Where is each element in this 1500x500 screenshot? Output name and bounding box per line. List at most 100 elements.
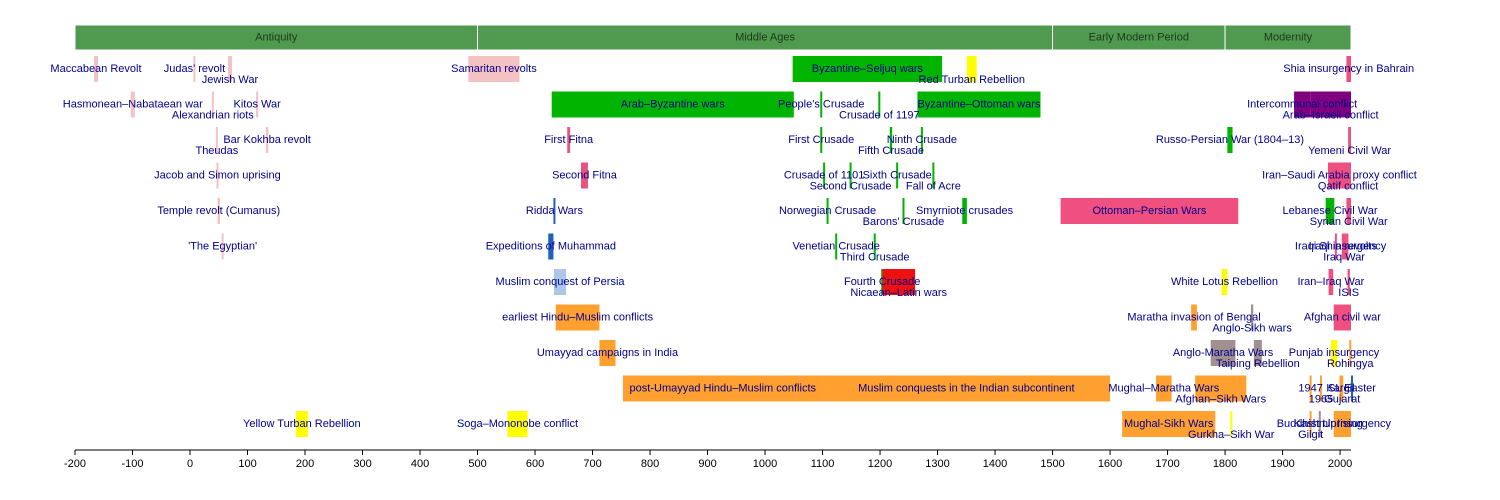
event-bar (1195, 375, 1247, 402)
event-bar (1349, 340, 1352, 366)
event-label: Barons' Crusade (863, 216, 945, 228)
event-bar (216, 162, 219, 189)
event-bar (215, 127, 218, 153)
event-label: Arab–Byzantine wars (621, 98, 725, 110)
event-bar (1341, 233, 1347, 260)
x-tick-label: -200 (64, 458, 86, 470)
event-label: Qatif conflict (1318, 180, 1379, 192)
event-bar (822, 375, 1111, 402)
event-bar (835, 233, 838, 260)
event-bar (1230, 411, 1233, 437)
event-bar (1351, 375, 1353, 402)
era-band (1052, 24, 1226, 51)
event-label: Fifth Crusade (858, 145, 924, 157)
event-label: Mughal–Maratha Wars (1108, 382, 1219, 394)
event-bar (1227, 127, 1233, 153)
event-label: First Fitna (544, 134, 594, 146)
event-bar (792, 56, 943, 82)
event-label: Norwegian Crusade (779, 205, 876, 217)
event-bar (881, 269, 884, 295)
event-bar (623, 375, 823, 402)
event-label: Anglo-Maratha Wars (1173, 347, 1274, 359)
event-bar (932, 162, 935, 189)
event-bar (555, 304, 600, 331)
event-bar (1122, 411, 1216, 437)
event-label: Expeditions of Muhammad (486, 240, 616, 252)
event-bar (211, 91, 214, 118)
event-bar (1060, 198, 1239, 224)
event-label: Muslim conquests in the Indian subcontin… (858, 382, 1074, 394)
event-bar (548, 233, 554, 260)
x-tick-label: 200 (296, 458, 314, 470)
event-bar (1294, 91, 1311, 118)
event-label: Taiping Rebellion (1216, 358, 1300, 370)
x-tick-label: -100 (121, 458, 143, 470)
event-label: 1947 (1298, 382, 1322, 394)
event-label: Lebanese Civil War (1283, 205, 1378, 217)
event-label: Shia insurgency in Bahrain (1283, 63, 1414, 75)
event-bar (130, 91, 135, 118)
event-label: Kashmir Insurgency (1294, 418, 1392, 430)
event-bar (1191, 304, 1197, 331)
event-bar (1253, 340, 1262, 366)
x-tick-label: 1800 (1213, 458, 1237, 470)
event-bar (93, 56, 99, 82)
event-bar (823, 162, 826, 189)
event-bar (920, 127, 923, 153)
event-label: Kargil (1326, 382, 1354, 394)
event-label: Byzantine–Seljuq wars (812, 63, 924, 75)
x-tick-label: 1300 (925, 458, 949, 470)
event-label: Ottoman–Persian Wars (1092, 205, 1206, 217)
event-label: Rohingya (1327, 358, 1374, 370)
event-label: 1965 (1309, 393, 1333, 405)
event-bar (1333, 304, 1351, 331)
event-bar (1334, 233, 1337, 260)
event-bar (599, 340, 616, 366)
era-band (1224, 24, 1352, 51)
x-tick-label: 2000 (1328, 458, 1352, 470)
event-label: Iraqi insurgency (1309, 240, 1387, 252)
x-tick-label: 700 (583, 458, 601, 470)
event-label: Jewish War (202, 74, 259, 86)
event-bar (227, 56, 232, 82)
event-label: Afghan–Sikh Wars (1175, 393, 1266, 405)
event-label: Nicaean–Latin wars (850, 287, 947, 299)
event-label: Punjab insurgency (1289, 347, 1380, 359)
event-label: Theudas (195, 145, 238, 157)
event-label: ISIS (1338, 287, 1359, 299)
event-bar (1310, 91, 1351, 118)
x-tick-label: 500 (468, 458, 486, 470)
event-label: Yellow Turban Rebellion (243, 418, 361, 430)
event-bar (1318, 411, 1321, 437)
event-bar (878, 91, 881, 118)
x-tick-label: 1200 (868, 458, 892, 470)
event-label: 'The Egyptian' (188, 240, 257, 252)
event-bar (849, 162, 852, 189)
event-label: Gurkha–Sikh War (1188, 429, 1275, 441)
event-label: Smyrniote crusades (916, 205, 1014, 217)
event-label: Fourth Crusade (844, 276, 920, 288)
event-bar (1156, 375, 1172, 402)
event-bar (554, 269, 567, 295)
event-label: Yemeni Civil War (1308, 145, 1391, 157)
event-bar (193, 56, 196, 82)
era-label: Middle Ages (735, 31, 795, 43)
event-label: Russo-Persian War (1804–13) (1156, 134, 1304, 146)
event-bar (553, 198, 556, 224)
event-label: Iran–Iraq War (1297, 276, 1364, 288)
event-label: Gujarat (1324, 393, 1360, 405)
event-bar (468, 56, 520, 82)
event-label: Intercommunal conflict (1247, 98, 1357, 110)
event-label: Buddhist Uprising (1277, 418, 1363, 430)
event-label: Byzantine–Ottoman wars (918, 98, 1041, 110)
event-label: Mughal-Sikh Wars (1124, 418, 1214, 430)
era-band (477, 24, 1054, 51)
x-tick-label: 1700 (1155, 458, 1179, 470)
event-label: Sixth Crusade (863, 169, 932, 181)
x-tick-label: 0 (187, 458, 193, 470)
event-bar (820, 127, 823, 153)
event-bar (217, 198, 220, 224)
event-label: Syrian Civil War (1310, 216, 1388, 228)
event-label: Iraq War (1323, 251, 1365, 263)
